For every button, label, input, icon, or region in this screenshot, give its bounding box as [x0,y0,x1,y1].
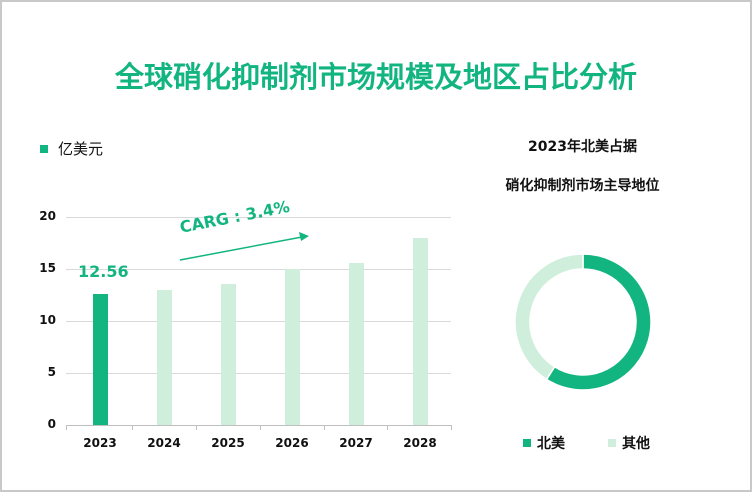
donut-title-line2: 硝化抑制剂市场主导地位 [505,178,660,194]
x-tick [451,425,452,430]
x-tick-label: 2024 [147,436,181,450]
bar-2027 [349,262,364,425]
y-tick-label: 5 [47,365,56,379]
bar-2025 [221,283,236,425]
x-tick [387,425,388,430]
bar-2026 [285,269,300,425]
gridline [66,217,451,218]
page-title: 全球硝化抑制剂市场规模及地区占比分析 [114,60,637,94]
x-tick-label: 2027 [339,436,373,450]
gridline [66,373,451,374]
y-tick-label: 15 [39,261,56,275]
x-tick [324,425,325,430]
donut-segment-1 [514,254,584,381]
y-tick-label: 0 [47,417,56,431]
donut-segment-0 [545,254,652,391]
legend-item-north-america: 北美 [523,433,565,453]
x-tick [66,425,67,430]
gridline [66,321,451,322]
donut-title-line1: 2023年北美占据 [528,139,637,155]
bar-2023 [93,294,108,425]
x-axis [66,425,451,426]
donut-chart [514,254,652,391]
x-tick [132,425,133,430]
x-tick [260,425,261,430]
legend-swatch-icon [523,439,531,447]
legend-label: 其他 [622,436,650,452]
x-tick-label: 2025 [211,436,245,450]
legend-item-other: 其他 [608,433,650,453]
x-tick [196,425,197,430]
y-tick-label: 20 [39,209,56,223]
x-tick-label: 2026 [275,436,309,450]
x-tick-label: 2028 [403,436,437,450]
legend-label: 北美 [537,436,565,452]
unit-label: 亿美元 [58,140,104,158]
bar-2024 [157,289,172,425]
legend-swatch-icon [40,144,48,153]
legend-swatch-icon [608,439,616,447]
bar-2028 [413,237,428,425]
unit-legend: 亿美元 [40,138,103,159]
x-tick-label: 2023 [83,436,117,450]
gridline [66,269,451,270]
trend-arrow-icon [179,232,309,261]
data-label-2023: 12.56 [78,262,129,281]
y-tick-label: 10 [39,313,56,327]
